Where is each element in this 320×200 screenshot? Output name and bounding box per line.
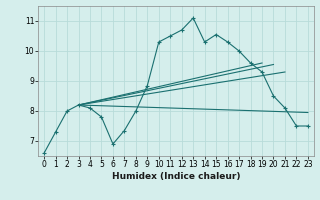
X-axis label: Humidex (Indice chaleur): Humidex (Indice chaleur) [112,172,240,181]
